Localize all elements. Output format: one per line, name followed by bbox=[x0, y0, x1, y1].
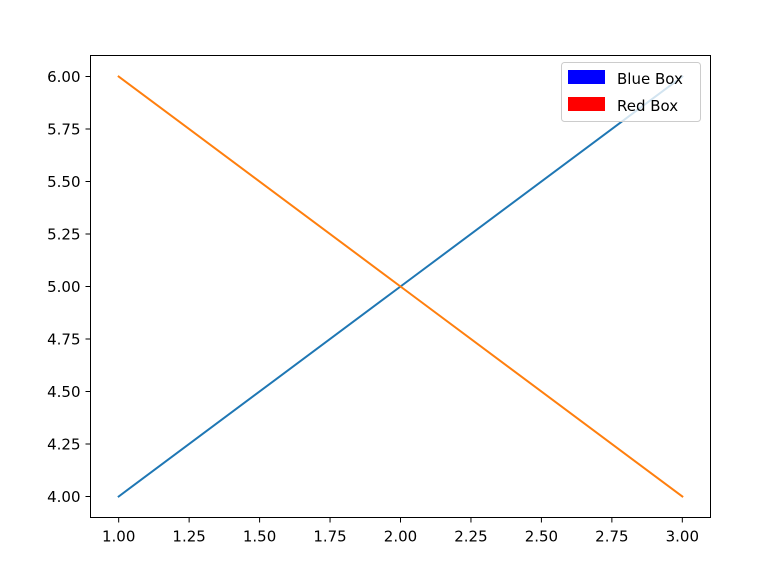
x-tick-label: 2.50 bbox=[525, 528, 558, 546]
x-tick-label: 1.50 bbox=[243, 528, 276, 546]
y-tick-label: 5.00 bbox=[47, 278, 80, 296]
y-tick-label: 4.50 bbox=[47, 383, 80, 401]
x-tick-label: 1.75 bbox=[313, 528, 346, 546]
y-tick-label: 6.00 bbox=[47, 68, 80, 86]
y-tick-label: 5.25 bbox=[47, 226, 80, 244]
x-tick-label: 1.25 bbox=[172, 528, 205, 546]
x-tick-label: 2.25 bbox=[454, 528, 487, 546]
y-tick-label: 4.25 bbox=[47, 436, 80, 454]
y-tick-label: 4.00 bbox=[47, 488, 80, 506]
y-tick-label: 5.50 bbox=[47, 173, 80, 191]
x-tick-label: 1.00 bbox=[102, 528, 135, 546]
y-tick-label: 4.75 bbox=[47, 331, 80, 349]
legend-label-blue-box: Blue Box bbox=[617, 70, 683, 88]
series-layer bbox=[117, 75, 684, 498]
legend: Blue Box Red Box bbox=[561, 62, 701, 122]
series-line-2 bbox=[117, 75, 684, 498]
x-tick-label: 3.00 bbox=[666, 528, 699, 546]
y-axis-ticks: 4.00 4.25 4.50 4.75 5.00 5.25 5.50 5.75 6.00 bbox=[47, 68, 91, 506]
legend-swatch-blue-box bbox=[568, 70, 605, 84]
x-tick-label: 2.00 bbox=[384, 528, 417, 546]
x-tick-label: 2.75 bbox=[595, 528, 628, 546]
legend-swatch-red-box bbox=[568, 97, 605, 111]
y-tick-label: 5.75 bbox=[47, 121, 80, 139]
x-axis-ticks: 1.00 1.25 1.50 1.75 2.00 2.25 2.50 2.75 3.00 bbox=[102, 517, 699, 546]
legend-label-red-box: Red Box bbox=[617, 97, 678, 115]
